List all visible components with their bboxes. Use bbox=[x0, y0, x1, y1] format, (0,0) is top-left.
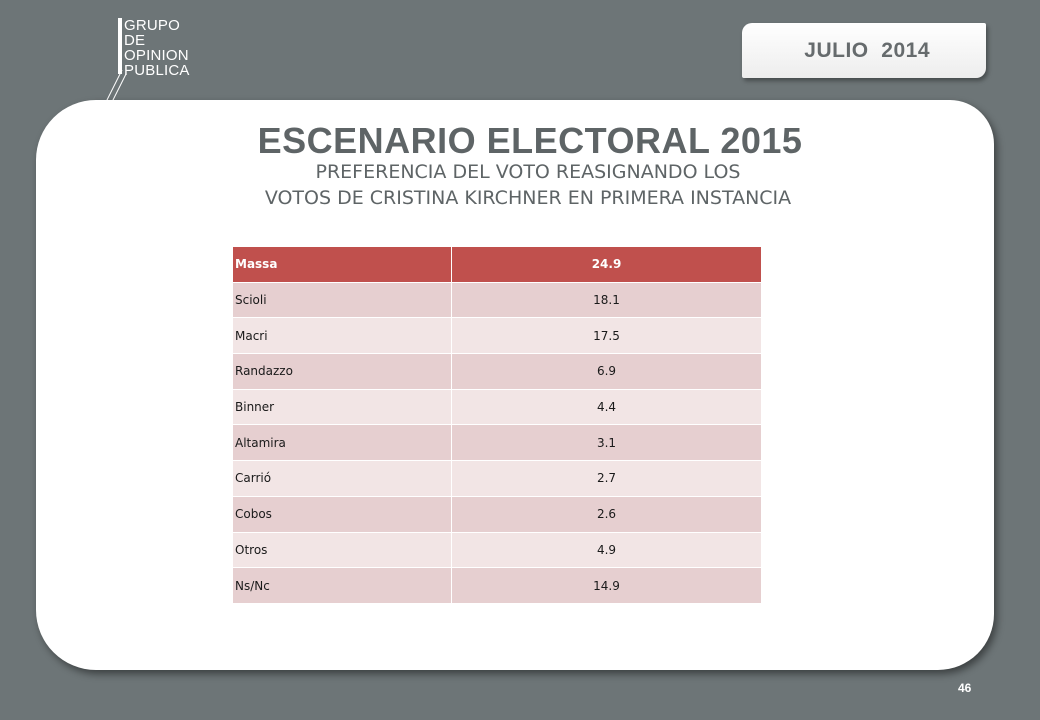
subtitle-line-1: PREFERENCIA DEL VOTO REASIGNANDO LOS bbox=[315, 161, 741, 183]
candidate-name: Scioli bbox=[232, 281, 452, 319]
table-header-row: Massa 24.9 bbox=[232, 246, 762, 283]
table-row: Altamira 3.1 bbox=[232, 424, 762, 462]
grupo-opinion-publica-logo: GRUPO DE OPINION PUBLICA bbox=[100, 14, 220, 111]
page-number: 46 bbox=[958, 681, 972, 695]
vote-preference-table: Massa 24.9 Scioli 18.1 Macri 17.5 Randaz… bbox=[232, 246, 762, 604]
candidate-name: Massa bbox=[232, 246, 452, 283]
candidate-value: 14.9 bbox=[451, 567, 762, 604]
candidate-value: 4.9 bbox=[451, 531, 762, 569]
candidate-value: 3.1 bbox=[451, 424, 762, 462]
table-row: Ns/Nc 14.9 bbox=[232, 567, 762, 604]
candidate-name: Carrió bbox=[232, 460, 452, 497]
candidate-value: 18.1 bbox=[451, 281, 762, 319]
candidate-name: Macri bbox=[232, 317, 452, 355]
candidate-name: Binner bbox=[232, 388, 452, 426]
table-row: Scioli 18.1 bbox=[232, 281, 762, 319]
candidate-name: Altamira bbox=[232, 424, 452, 462]
candidate-name: Randazzo bbox=[232, 353, 452, 390]
logo-line-4: PUBLICA bbox=[124, 62, 190, 79]
table-row: Binner 4.4 bbox=[232, 388, 762, 426]
candidate-name: Otros bbox=[232, 531, 452, 569]
table-row: Randazzo 6.9 bbox=[232, 353, 762, 390]
candidate-value: 17.5 bbox=[451, 317, 762, 355]
logo-line-3: OPINION bbox=[124, 47, 189, 64]
subtitle-line-2: VOTOS DE CRISTINA KIRCHNER EN PRIMERA IN… bbox=[264, 187, 792, 209]
logo-line-2: DE bbox=[124, 32, 146, 49]
candidate-name: Ns/Nc bbox=[232, 567, 452, 604]
logo-line-1: GRUPO bbox=[124, 17, 181, 34]
table-row: Otros 4.9 bbox=[232, 531, 762, 569]
candidate-value: 24.9 bbox=[451, 246, 762, 283]
date-label: JULIO 2014 bbox=[804, 38, 930, 62]
candidate-value: 6.9 bbox=[451, 353, 762, 390]
logo-text: GRUPO DE OPINION PUBLICA bbox=[124, 18, 190, 78]
candidate-value: 2.6 bbox=[451, 495, 762, 533]
date-badge: JULIO 2014 bbox=[742, 23, 986, 78]
logo-bar bbox=[118, 18, 122, 74]
candidate-name: Cobos bbox=[232, 495, 452, 533]
table-row: Carrió 2.7 bbox=[232, 460, 762, 497]
table-row: Macri 17.5 bbox=[232, 317, 762, 355]
candidate-value: 2.7 bbox=[451, 460, 762, 497]
page-title: ESCENARIO ELECTORAL 2015 bbox=[257, 120, 803, 161]
table-row: Cobos 2.6 bbox=[232, 495, 762, 533]
candidate-value: 4.4 bbox=[451, 388, 762, 426]
